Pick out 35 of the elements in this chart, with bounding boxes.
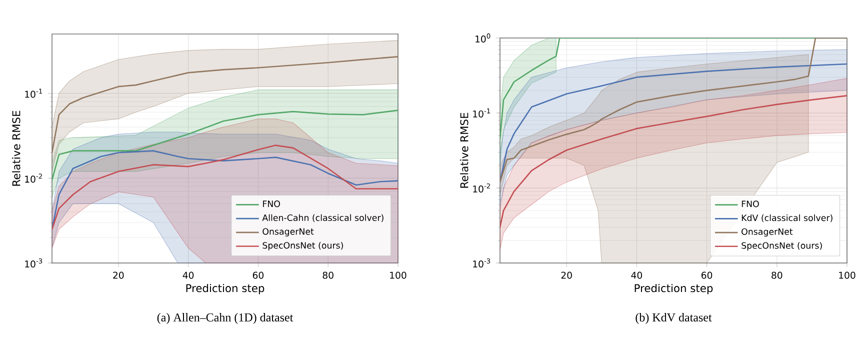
x-tick-label: 80	[322, 272, 334, 279]
x-tick-label: 60	[252, 272, 264, 279]
y-tick-label: 10$^{-3}$	[473, 258, 490, 268]
x-tick-label: 20	[561, 272, 572, 279]
line-series	[52, 110, 398, 181]
x-axis-title: Prediction step	[634, 284, 713, 294]
legend-label: Allen-Cahn (classical solver)	[262, 214, 384, 222]
line-series	[500, 95, 848, 228]
legend-label: OnsagerNet	[742, 228, 793, 237]
line-series	[500, 38, 848, 183]
x-tick-label: 100	[390, 272, 406, 279]
x-tick-label: 60	[702, 272, 712, 279]
x-tick-label: 100	[839, 272, 856, 279]
legend-label: OnsagerNet	[262, 228, 314, 236]
legend-label: SpecOnsNet (ours)	[742, 242, 822, 250]
x-tick-label: 40	[182, 272, 194, 279]
y-tick-label: 10$^{-1}$	[473, 108, 490, 118]
x-tick-label: 40	[631, 272, 642, 279]
y-axis-title: Relative RMSE	[460, 112, 468, 188]
text: (b) KdV dataset	[636, 313, 712, 324]
legend-label: SpecOnsNet (ours)	[262, 242, 343, 250]
y-tick-label: 10$^{-2}$	[473, 183, 490, 193]
x-tick-label: 20	[113, 272, 124, 279]
line-series	[52, 56, 398, 154]
y-tick-label: 10$^{-3}$	[25, 258, 42, 268]
x-axis-title: Prediction step	[186, 284, 264, 294]
y-tick-label: 10$^{-1}$	[25, 88, 42, 98]
y-tick-label: 10$^{-2}$	[25, 174, 42, 183]
legend-label: FNO	[263, 200, 280, 208]
y-tick-label: 10$^{0}$	[476, 33, 490, 43]
x-tick-label: 80	[772, 272, 782, 279]
y-axis-title: Relative RMSE	[12, 110, 20, 186]
legend-label: FNO	[742, 200, 759, 208]
legend-label: KdV (classical solver)	[742, 214, 832, 222]
text: (a) Allen–Cahn (1D) dataset	[157, 313, 294, 324]
